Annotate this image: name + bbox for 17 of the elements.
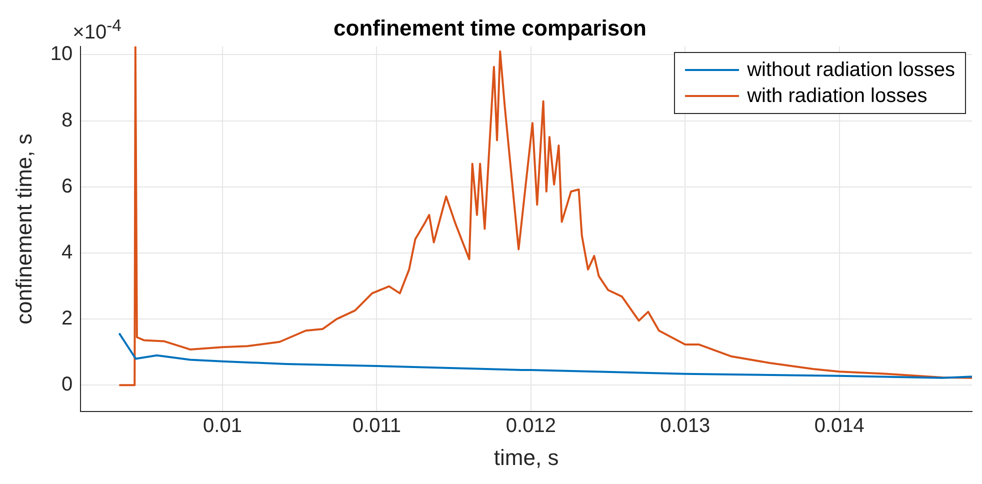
text: ×10$^{-4}$ — [72, 16, 122, 46]
y-tick-label: 0 — [62, 374, 73, 396]
legend-label: with radiation losses — [747, 84, 928, 110]
x-tick-label: 0.01 — [203, 415, 242, 438]
y-tick-label: 10 — [50, 43, 73, 66]
x-tick-label: 0.011 — [352, 415, 402, 438]
y-axis-title: confinement time, s — [11, 134, 36, 324]
x-tick-label: 0.014 — [814, 415, 864, 438]
y-tick-label: 4 — [62, 241, 73, 264]
y-tick-label: 8 — [62, 109, 73, 132]
x-tick-label: 0.012 — [506, 415, 556, 438]
y-tick-label: 2 — [62, 308, 73, 330]
y-tick-label: 6 — [62, 175, 73, 198]
x-axis-title: time, s — [494, 444, 559, 470]
legend-label: without radiation losses — [747, 58, 955, 84]
x-tick-label: 0.013 — [660, 415, 710, 438]
chart-title: confinement time comparison — [334, 15, 646, 40]
